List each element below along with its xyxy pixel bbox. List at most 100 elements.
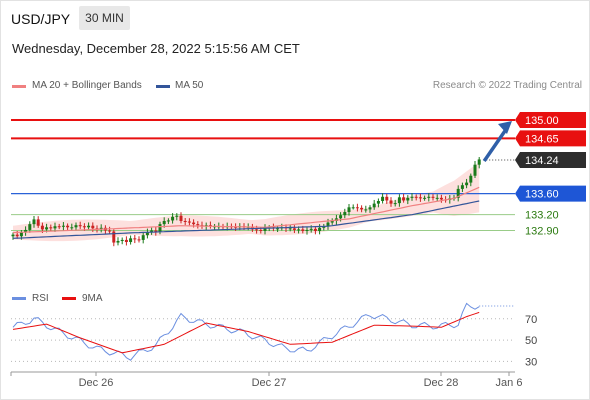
level-tag <box>515 111 586 128</box>
candle-body <box>57 226 61 228</box>
candle-body <box>309 228 313 230</box>
candle-body <box>61 225 65 227</box>
candle-body <box>108 230 112 232</box>
level-label: 135.00 <box>525 115 559 127</box>
level-tag <box>515 130 586 147</box>
candle-body <box>469 175 473 183</box>
candle-body <box>402 197 406 201</box>
ma20-swatch <box>12 85 26 88</box>
candle-body <box>414 196 418 198</box>
candle-body <box>343 212 347 216</box>
candle-body <box>11 234 15 237</box>
candle-body <box>460 185 464 189</box>
ma50-legend: MA 50 <box>175 80 204 91</box>
candle-body <box>305 229 309 231</box>
candle-body <box>183 220 187 222</box>
candle-body <box>318 227 322 231</box>
candle-body <box>456 188 460 198</box>
ma50-line <box>12 200 480 239</box>
candle-body <box>389 200 393 204</box>
candle-body <box>259 229 263 231</box>
candle-body <box>385 196 389 201</box>
rsi-ma-swatch <box>62 297 76 300</box>
candle-body <box>255 229 259 231</box>
candle-body <box>45 227 49 230</box>
candle-body <box>351 207 355 209</box>
candle-body <box>150 230 154 233</box>
candle-body <box>36 219 40 226</box>
candle-body <box>288 228 292 230</box>
candle-body <box>112 231 116 243</box>
candle-body <box>158 224 162 233</box>
x-tick-label: Dec 26 <box>79 377 114 389</box>
candle-body <box>381 196 385 201</box>
candle-body <box>28 224 32 230</box>
level-label: 134.65 <box>525 133 559 145</box>
candle-body <box>376 200 380 204</box>
rsi-tick-label: 70 <box>525 314 537 326</box>
candle-body <box>19 232 23 237</box>
level-tag <box>515 151 586 168</box>
candle-body <box>339 215 343 219</box>
candle-body <box>141 235 145 240</box>
candle-body <box>187 221 191 223</box>
candle-body <box>137 239 141 241</box>
candle-body <box>313 228 317 231</box>
candle-body <box>53 226 57 229</box>
candle-body <box>116 240 120 243</box>
target-arrow <box>482 126 509 162</box>
candle-body <box>368 207 372 210</box>
candle-body <box>49 227 53 229</box>
x-tick-label: Dec 27 <box>252 377 287 389</box>
candle-body <box>477 159 481 165</box>
candle-body <box>410 196 414 198</box>
candle-body <box>427 196 431 198</box>
candle-body <box>393 203 397 205</box>
candle-body <box>32 219 36 225</box>
level-label: 133.60 <box>525 189 559 201</box>
candle-body <box>196 224 200 226</box>
candle-body <box>347 207 351 213</box>
candle-body <box>326 222 330 227</box>
candle-body <box>423 197 427 199</box>
ma20-legend: MA 20 + Bollinger Bands <box>32 80 142 91</box>
candle-body <box>473 164 477 176</box>
candle-body <box>406 197 410 201</box>
candle-body <box>322 226 326 228</box>
timeframe-button[interactable]: 30 MIN <box>79 6 130 30</box>
candle-body <box>78 225 82 227</box>
candle-body <box>263 227 267 231</box>
level-tag <box>515 185 586 202</box>
candle-body <box>91 225 95 229</box>
candle-body <box>355 207 359 209</box>
candle-body <box>162 220 166 225</box>
candle-body <box>175 215 179 217</box>
x-tick-label: Jan 6 <box>496 377 523 389</box>
rsi-line <box>12 302 480 361</box>
symbol-label: USD/JPY <box>11 11 71 27</box>
candle-body <box>364 209 368 211</box>
timestamp-label: Wednesday, December 28, 2022 5:15:56 AM … <box>12 41 300 56</box>
candle-body <box>171 216 175 221</box>
candle-body <box>120 239 124 241</box>
level-label: 133.20 <box>525 210 559 222</box>
candle-body <box>297 229 301 231</box>
candle-body <box>74 225 78 228</box>
candle-body <box>70 227 74 229</box>
candle-body <box>431 196 435 198</box>
candle-body <box>397 197 401 204</box>
candle-body <box>82 226 86 228</box>
candle-body <box>24 229 28 233</box>
candle-body <box>40 225 44 230</box>
ma20-line <box>12 186 480 234</box>
rsi-tick-label: 50 <box>525 335 537 347</box>
rsi-ma-legend: 9MA <box>82 293 103 304</box>
candle-body <box>276 228 280 230</box>
candle-body <box>133 238 137 240</box>
candle-body <box>124 239 128 243</box>
rsi-tick-label: 30 <box>525 356 537 368</box>
level-label: 132.90 <box>525 225 559 237</box>
candle-body <box>439 197 443 200</box>
